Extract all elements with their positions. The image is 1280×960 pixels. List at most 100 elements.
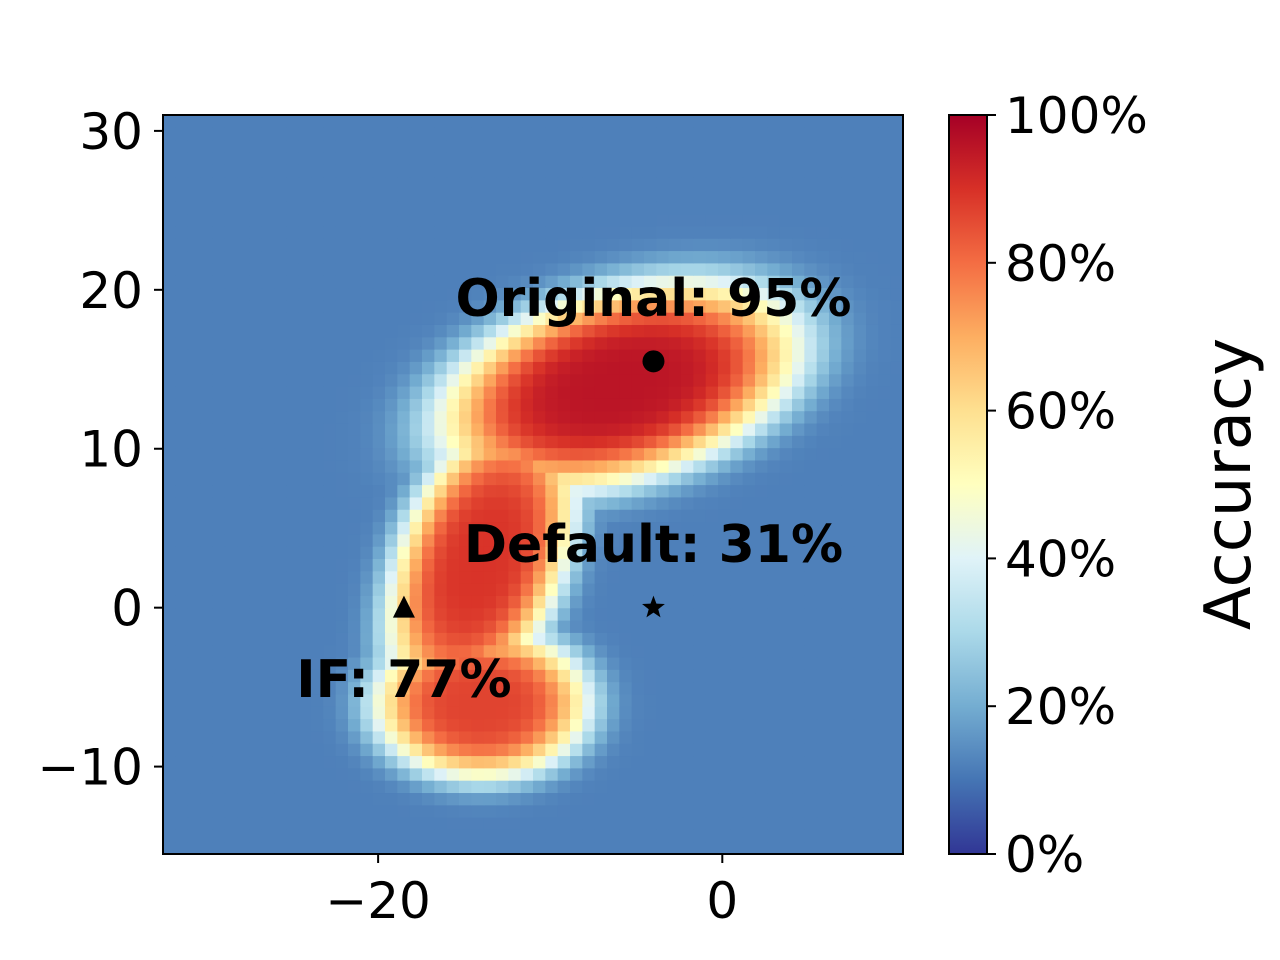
heatmap-cell — [557, 607, 571, 621]
heatmap-cell — [520, 373, 534, 387]
heatmap-cell — [224, 459, 238, 473]
heatmap-cell — [607, 336, 620, 350]
heatmap-cell — [237, 176, 250, 190]
heatmap-cell — [187, 336, 201, 350]
heatmap-cell — [459, 287, 472, 301]
heatmap-cell — [866, 780, 879, 794]
heatmap-cell — [274, 533, 287, 547]
heatmap-cell — [298, 767, 312, 781]
heatmap-cell — [656, 336, 670, 350]
heatmap-cell — [422, 632, 435, 646]
heatmap-cell — [619, 324, 633, 338]
heatmap-cell — [422, 361, 435, 375]
heatmap-cell — [323, 188, 337, 202]
heatmap-cell — [422, 299, 435, 313]
heatmap-cell — [274, 583, 287, 596]
heatmap-cell — [459, 435, 472, 449]
heatmap-cell — [385, 718, 398, 732]
heatmap-cell — [656, 262, 670, 276]
heatmap-cell — [286, 287, 300, 301]
heatmap-cell — [792, 373, 805, 387]
heatmap-cell — [385, 472, 398, 486]
heatmap-cell — [323, 459, 337, 473]
heatmap-cell — [508, 422, 522, 436]
heatmap-cell — [644, 755, 657, 769]
heatmap-cell — [557, 361, 571, 375]
heatmap-cell — [175, 607, 189, 621]
heatmap-cell — [853, 669, 867, 683]
heatmap-cell — [434, 312, 448, 325]
heatmap-cell — [261, 373, 275, 387]
heatmap-cell — [212, 151, 226, 165]
heatmap-cell — [187, 570, 201, 584]
heatmap-cell — [175, 398, 189, 412]
heatmap-cell — [508, 275, 522, 289]
heatmap-cell — [348, 509, 361, 523]
heatmap-cell — [853, 349, 867, 362]
heatmap-cell — [323, 472, 337, 486]
heatmap-cell — [779, 570, 793, 584]
heatmap-cell — [755, 361, 768, 375]
heatmap-cell — [409, 324, 423, 338]
heatmap-cell — [582, 336, 596, 350]
heatmap-cell — [508, 435, 522, 449]
heatmap-cell — [163, 385, 176, 399]
heatmap-cell — [175, 829, 189, 843]
heatmap-cell — [582, 398, 596, 412]
heatmap-cell — [496, 595, 509, 609]
heatmap-cell — [311, 459, 324, 473]
heatmap-cell — [607, 570, 620, 584]
heatmap-cell — [409, 829, 423, 843]
heatmap-cell — [212, 447, 226, 461]
heatmap-cell — [261, 496, 275, 510]
heatmap-cell — [286, 804, 300, 818]
heatmap-cell — [249, 570, 263, 584]
heatmap-cell — [163, 718, 176, 732]
heatmap-cell — [594, 681, 608, 695]
heatmap-cell — [644, 583, 657, 596]
heatmap-cell — [483, 669, 497, 683]
heatmap-cell — [866, 447, 879, 461]
heatmap-cell — [631, 829, 645, 843]
heatmap-cell — [607, 299, 620, 313]
heatmap-cell — [335, 188, 349, 202]
heatmap-cell — [656, 398, 670, 412]
heatmap-cell — [804, 472, 818, 486]
heatmap-cell — [730, 250, 744, 264]
heatmap-cell — [520, 533, 534, 547]
heatmap-cell — [311, 656, 324, 670]
heatmap-cell — [533, 681, 546, 695]
heatmap-cell — [816, 361, 830, 375]
heatmap-cell — [323, 151, 337, 165]
heatmap-cell — [237, 447, 250, 461]
heatmap-cell — [619, 312, 633, 325]
heatmap-cell — [631, 558, 645, 572]
heatmap-cell — [286, 619, 300, 633]
heatmap-cell — [360, 312, 374, 325]
heatmap-cell — [742, 373, 756, 387]
heatmap-cell — [582, 139, 596, 153]
heatmap-cell — [311, 730, 324, 744]
heatmap-cell — [335, 841, 349, 854]
heatmap-cell — [594, 361, 608, 375]
heatmap-cell — [792, 558, 805, 572]
heatmap-cell — [360, 139, 374, 153]
heatmap-cell — [520, 841, 534, 854]
heatmap-cell — [545, 299, 559, 313]
heatmap-cell — [533, 570, 546, 584]
heatmap-cell — [446, 841, 460, 854]
heatmap-cell — [619, 546, 633, 559]
heatmap-cell — [249, 213, 263, 227]
heatmap-cell — [508, 373, 522, 387]
heatmap-cell — [890, 115, 903, 128]
heatmap-cell — [385, 583, 398, 596]
heatmap-cell — [212, 558, 226, 572]
heatmap-cell — [372, 484, 386, 498]
heatmap-cell — [459, 718, 472, 732]
heatmap-cell — [631, 336, 645, 350]
heatmap-cell — [607, 151, 620, 165]
heatmap-cell — [446, 706, 460, 720]
heatmap-cell — [890, 385, 903, 399]
heatmap-cell — [348, 213, 361, 227]
heatmap-cell — [631, 484, 645, 498]
